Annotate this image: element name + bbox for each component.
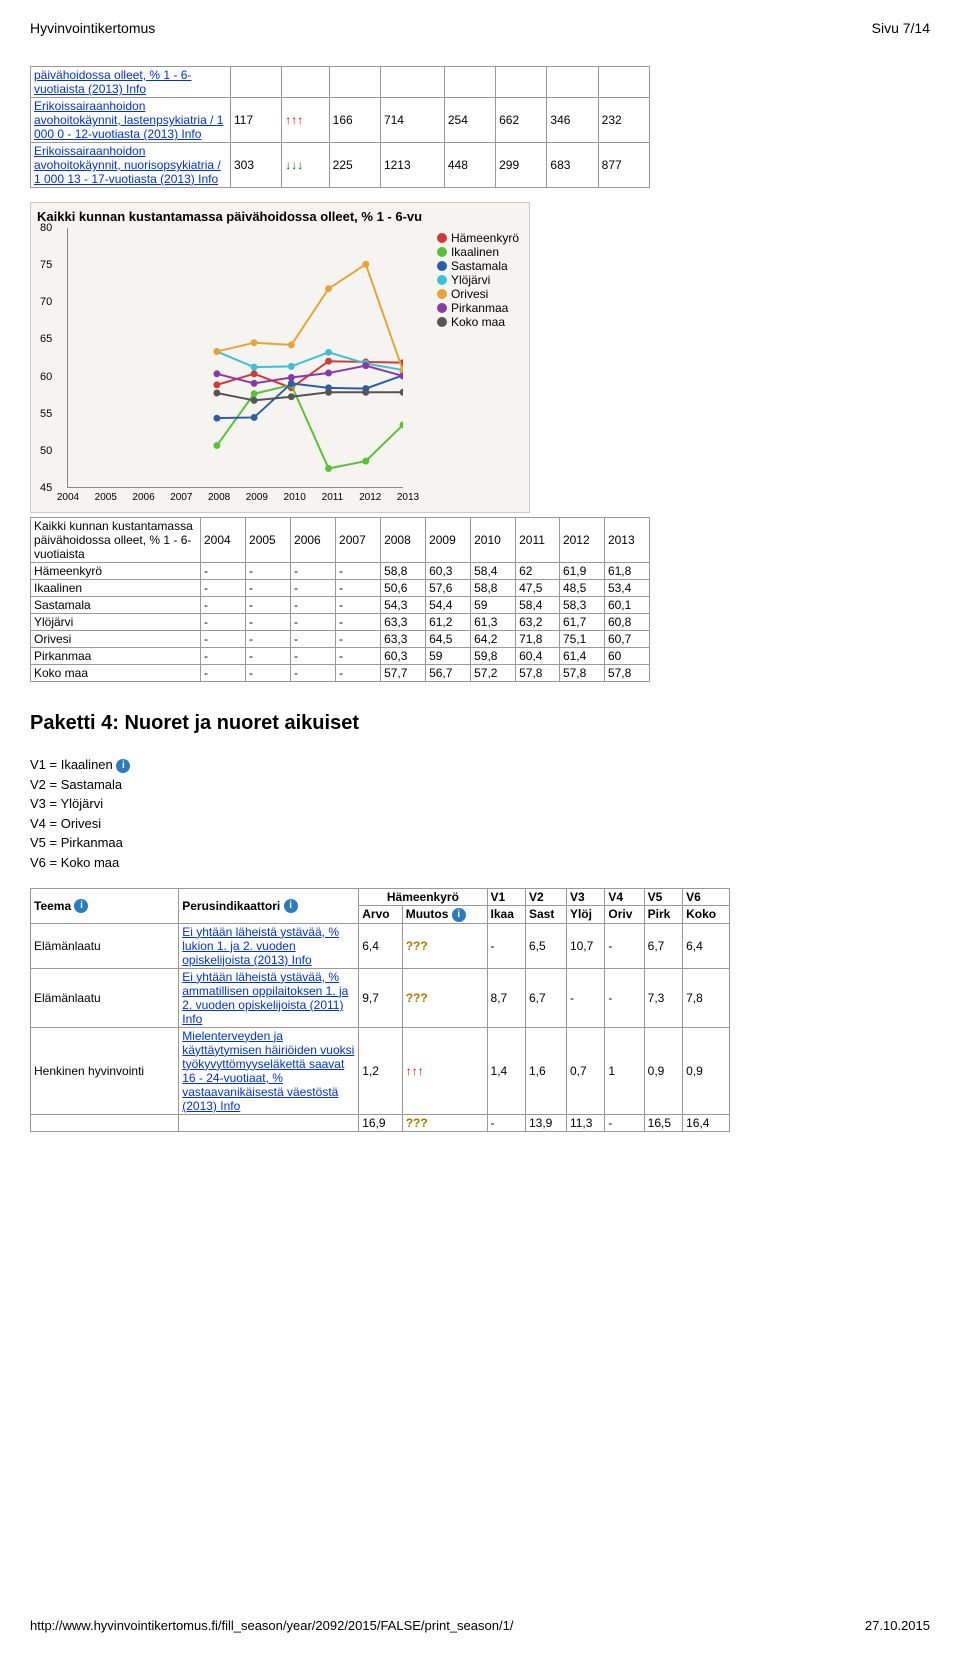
table-cell: 225 (329, 143, 380, 188)
v-definition: V6 = Koko maa (30, 853, 930, 873)
v-definition: V5 = Pirkanmaa (30, 833, 930, 853)
chart-title: Kaikki kunnan kustantamassa päivähoidoss… (37, 209, 523, 224)
page-number: Sivu 7/14 (872, 20, 930, 36)
section-4-title: Paketti 4: Nuoret ja nuoret aikuiset (30, 712, 930, 735)
table-cell: 346 (547, 98, 598, 143)
info-icon[interactable]: i (284, 899, 298, 913)
table-cell: 683 (547, 143, 598, 188)
indicator-link[interactable]: Mielenterveyden ja käyttäytymisen häiriö… (182, 1029, 354, 1113)
table-cell: 714 (380, 98, 444, 143)
chart-box: Kaikki kunnan kustantamassa päivähoidoss… (30, 202, 530, 513)
info-icon[interactable]: i (116, 759, 130, 773)
legend-item: Ylöjärvi (437, 273, 519, 287)
table-cell: 299 (496, 143, 547, 188)
info-icon[interactable]: i (74, 899, 88, 913)
indicator-link[interactable]: Erikoissairaanhoidon avohoitokäynnit, la… (34, 99, 223, 141)
indicator-link[interactable]: Ei yhtään läheistä ystävää, % lukion 1. … (182, 925, 339, 967)
footer-date: 27.10.2015 (865, 1618, 930, 1633)
chart-plot: 4550556065707580200420052006200720082009… (67, 228, 403, 488)
table-cell (282, 67, 329, 98)
section-4-table: Teema iPerusindikaattori iHämeenkyröV1V2… (30, 888, 730, 1132)
chart-container: Kaikki kunnan kustantamassa päivähoidoss… (30, 202, 930, 513)
table-cell (329, 67, 380, 98)
table-cell: 303 (231, 143, 282, 188)
legend-item: Hämeenkyrö (437, 231, 519, 245)
legend-item: Koko maa (437, 315, 519, 329)
page-footer: http://www.hyvinvointikertomus.fi/fill_s… (30, 1618, 930, 1633)
table-cell: 254 (444, 98, 495, 143)
table-cell (496, 67, 547, 98)
chart-legend: HämeenkyröIkaalinenSastamalaYlöjärviOriv… (437, 231, 519, 329)
chart-data-table: Kaikki kunnan kustantamassa päivähoidoss… (30, 517, 650, 682)
indicator-link[interactable]: Ei yhtään läheistä ystävää, % ammatillis… (182, 970, 348, 1026)
info-icon[interactable]: i (452, 908, 466, 922)
indicator-link[interactable]: päivähoidossa olleet, % 1 - 6-vuotiaista… (34, 68, 191, 96)
table-cell: 662 (496, 98, 547, 143)
v-definition: V1 = Ikaalinen i (30, 755, 930, 775)
indicator-link[interactable]: Erikoissairaanhoidon avohoitokäynnit, nu… (34, 144, 221, 186)
table-cell: 232 (598, 98, 649, 143)
v-definitions: V1 = Ikaalinen iV2 = Sastamala V3 = Ylöj… (30, 755, 930, 872)
v-definition: V4 = Orivesi (30, 814, 930, 834)
legend-item: Sastamala (437, 259, 519, 273)
v-definition: V2 = Sastamala (30, 775, 930, 795)
v-definition: V3 = Ylöjärvi (30, 794, 930, 814)
legend-item: Orivesi (437, 287, 519, 301)
table-cell (231, 67, 282, 98)
table-cell: 1213 (380, 143, 444, 188)
table-cell (380, 67, 444, 98)
table-cell: 448 (444, 143, 495, 188)
top-table: päivähoidossa olleet, % 1 - 6-vuotiaista… (30, 66, 650, 188)
page-header: Hyvinvointikertomus Sivu 7/14 (30, 20, 930, 36)
table-cell: 877 (598, 143, 649, 188)
table-cell (598, 67, 649, 98)
doc-title: Hyvinvointikertomus (30, 20, 155, 36)
footer-url: http://www.hyvinvointikertomus.fi/fill_s… (30, 1618, 513, 1633)
table-cell: 117 (231, 98, 282, 143)
table-cell: ↓↓↓ (282, 143, 329, 188)
table-cell: 166 (329, 98, 380, 143)
table-cell: ↑↑↑ (282, 98, 329, 143)
legend-item: Ikaalinen (437, 245, 519, 259)
table-cell (444, 67, 495, 98)
legend-item: Pirkanmaa (437, 301, 519, 315)
table-cell (547, 67, 598, 98)
